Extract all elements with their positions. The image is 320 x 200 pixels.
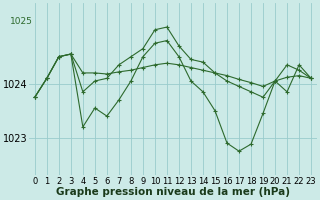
X-axis label: Graphe pression niveau de la mer (hPa): Graphe pression niveau de la mer (hPa) [56, 187, 290, 197]
Text: 1025: 1025 [10, 17, 32, 26]
